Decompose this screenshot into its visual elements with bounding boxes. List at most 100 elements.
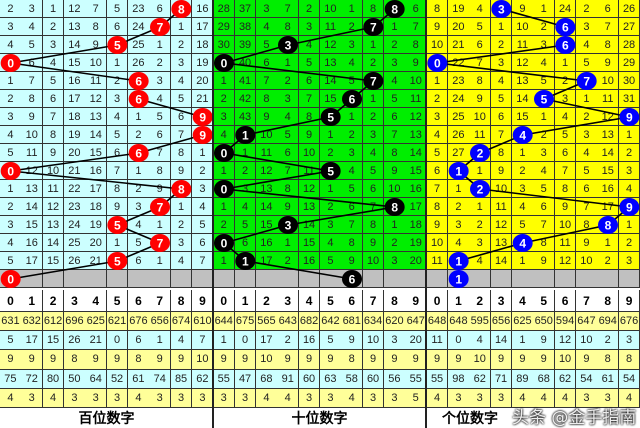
ball-digit: 3 — [285, 219, 292, 233]
stat-cell: 89 — [512, 369, 534, 389]
omission-cell: 5 — [106, 0, 129, 18]
stat-cell: 9 — [298, 350, 321, 370]
omission-cell: 3 — [426, 108, 449, 126]
digit-header: 0 — [0, 290, 22, 312]
trend-line-segment — [138, 98, 203, 118]
stat-cell: 676 — [618, 312, 640, 332]
omission-cell: 42 — [234, 90, 257, 108]
stat-cell: 9 — [533, 350, 556, 370]
omission-cell: 3 — [298, 18, 321, 36]
omission-cell: 16 — [298, 252, 321, 270]
winning-digit-ball: 3 — [278, 36, 298, 54]
stat-cell: 3 — [85, 388, 108, 408]
stat-cell: 594 — [554, 312, 577, 332]
stat-cell: 9 — [320, 350, 342, 370]
omission-cell: 12 — [405, 108, 428, 126]
stat-cell: 3 — [448, 388, 470, 408]
stat-cell: 4 — [618, 388, 640, 408]
stat-cell: 3 — [618, 331, 640, 351]
stat-cell: 620 — [384, 312, 406, 332]
digit-header: 5 — [533, 290, 556, 312]
omission-cell: 8 — [554, 180, 577, 198]
omission-cell: 13 — [405, 126, 428, 144]
stat-cell: 656 — [490, 312, 513, 332]
stat-cell: 17 — [21, 331, 44, 351]
omission-cell: 4 — [554, 108, 577, 126]
stat-cell: 647 — [576, 312, 598, 332]
omission-cell: 16 — [192, 0, 214, 18]
ball-digit: 6 — [349, 273, 356, 287]
stat-cell: 610 — [192, 312, 214, 332]
omission-cell: 11 — [554, 234, 577, 252]
stat-cell: 1 — [213, 331, 236, 351]
winning-digit-ball: 8 — [384, 0, 405, 18]
ball-digit: 9 — [626, 201, 633, 215]
ball-digit: 0 — [7, 165, 14, 179]
stat-cell: 7 — [192, 331, 214, 351]
digit-header: 0 — [213, 290, 236, 312]
omission-cell: 25 — [448, 108, 470, 126]
stat-cell: 11 — [426, 331, 449, 351]
omission-cell: 1 — [362, 90, 385, 108]
omission-cell: 11 — [490, 198, 513, 216]
stat-cell: 4 — [256, 388, 278, 408]
digit-header: 7 — [362, 290, 385, 312]
stat-cell: 56 — [384, 369, 406, 389]
trend-line-segment — [138, 134, 203, 154]
winning-digit-ball: 5 — [320, 108, 341, 126]
omission-cell: 12 — [512, 54, 534, 72]
stat-cell: 9 — [490, 350, 513, 370]
trend-line-segment — [543, 98, 630, 118]
omission-cell: 19 — [405, 234, 428, 252]
digit-header: 7 — [576, 290, 598, 312]
omission-cell: 4 — [298, 36, 321, 54]
winning-digit-ball: 8 — [598, 216, 618, 234]
stat-cell: 74 — [149, 369, 172, 389]
omission-cell: 5 — [298, 54, 321, 72]
stat-cell: 9 — [362, 350, 385, 370]
stat-cell: 676 — [128, 312, 150, 332]
omission-cell: 1 — [490, 18, 513, 36]
omission-cell: 9 — [554, 198, 577, 216]
stat-cell: 643 — [277, 312, 300, 332]
stat-cell: 21 — [85, 331, 108, 351]
trend-line-segment — [223, 170, 331, 190]
stat-cell: 3 — [149, 388, 172, 408]
stat-cell: 20 — [405, 331, 428, 351]
omission-cell: 30 — [618, 72, 640, 90]
omission-cell: 7 — [426, 180, 449, 198]
stat-cell: 3 — [490, 388, 513, 408]
digit-header: 3 — [277, 290, 300, 312]
omission-cell: 30 — [213, 36, 236, 54]
stat-cell: 3 — [362, 388, 385, 408]
omission-cell: 14 — [42, 234, 65, 252]
ball-digit: 6 — [135, 75, 142, 89]
stat-cell: 642 — [320, 312, 342, 332]
winning-digit-ball: 5 — [107, 252, 128, 270]
stat-cell: 647 — [405, 312, 428, 332]
stat-cell: 4 — [128, 388, 150, 408]
stat-cell: 4 — [426, 388, 449, 408]
omission-cell: 3 — [106, 90, 129, 108]
omission-cell: 5 — [106, 126, 129, 144]
omission-cell: 2 — [234, 162, 257, 180]
trend-line-segment — [10, 170, 182, 190]
stat-cell: 68 — [256, 369, 278, 389]
stat-cell: 595 — [469, 312, 492, 332]
ball-digit: 7 — [157, 21, 164, 35]
stat-cell: 10 — [362, 331, 385, 351]
ball-digit: 4 — [519, 129, 526, 143]
winning-digit-ball: 2 — [470, 144, 490, 162]
omission-cell: 12 — [298, 180, 321, 198]
omission-cell: 14 — [512, 90, 534, 108]
ball-digit: 9 — [199, 129, 206, 143]
ball-digit: 0 — [221, 183, 228, 197]
winning-digit-ball: 1 — [235, 126, 256, 144]
stat-cell: 9 — [85, 350, 108, 370]
omission-cell: 1 — [170, 18, 193, 36]
winning-digit-ball: 7 — [576, 72, 597, 90]
digit-header: 2 — [256, 290, 278, 312]
stat-cell: 54 — [576, 369, 598, 389]
omission-cell: 5 — [234, 216, 257, 234]
label-hundreds: 百位数字 — [78, 411, 135, 427]
